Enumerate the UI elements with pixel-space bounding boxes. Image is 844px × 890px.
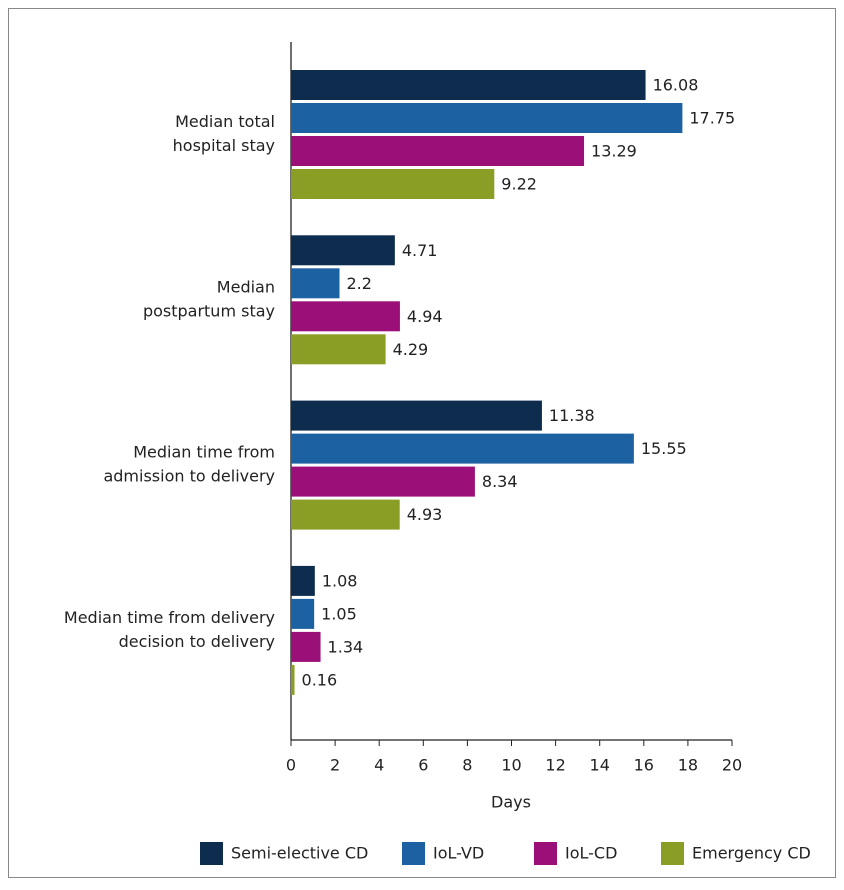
x-tick-label: 10 xyxy=(501,756,521,775)
bar xyxy=(291,103,683,133)
x-tick-label: 16 xyxy=(634,756,654,775)
bar xyxy=(291,400,542,431)
bar xyxy=(291,70,646,100)
x-tick-label: 2 xyxy=(330,756,340,775)
bar xyxy=(291,631,321,662)
bar xyxy=(291,235,395,266)
category-label: hospital stay xyxy=(173,136,275,155)
x-tick-label: 18 xyxy=(678,756,698,775)
bar xyxy=(291,433,634,464)
x-tick-label: 0 xyxy=(286,756,296,775)
bar xyxy=(291,598,315,629)
data-label: 4.71 xyxy=(402,241,438,260)
bar xyxy=(291,466,475,497)
x-tick-label: 12 xyxy=(545,756,565,775)
legend-swatch xyxy=(200,842,223,865)
legend-label: IoL-VD xyxy=(433,844,484,863)
category-label: Median xyxy=(217,277,275,296)
data-label: 2.2 xyxy=(347,274,372,293)
bar xyxy=(291,499,400,530)
legend-label: Semi-elective CD xyxy=(231,844,368,863)
bar xyxy=(291,334,386,365)
data-label: 4.29 xyxy=(393,340,429,359)
data-label: 16.08 xyxy=(653,76,699,95)
bar xyxy=(291,169,495,199)
data-label: 4.94 xyxy=(407,307,443,326)
data-label: 17.75 xyxy=(689,109,735,128)
data-label: 11.38 xyxy=(549,406,595,425)
data-label: 1.08 xyxy=(322,571,358,590)
x-axis-label: Days xyxy=(491,793,531,812)
category-label: Median time from xyxy=(133,443,275,462)
bar xyxy=(291,301,400,332)
bar xyxy=(291,268,340,299)
legend-label: Emergency CD xyxy=(692,844,811,863)
category-label: Median total xyxy=(175,112,275,131)
x-tick-label: 20 xyxy=(722,756,742,775)
bar xyxy=(291,136,585,166)
legend-swatch xyxy=(661,842,684,865)
x-tick-label: 14 xyxy=(590,756,610,775)
x-tick-label: 6 xyxy=(418,756,428,775)
category-label: Median time from delivery xyxy=(64,608,275,627)
category-label: postpartum stay xyxy=(143,301,275,320)
data-label: 1.34 xyxy=(328,637,364,656)
legend-label: IoL-CD xyxy=(565,844,617,863)
bar xyxy=(291,664,295,695)
data-label: 1.05 xyxy=(321,604,357,623)
category-label: admission to delivery xyxy=(103,467,275,486)
x-tick-label: 8 xyxy=(462,756,472,775)
bar xyxy=(291,565,315,596)
data-label: 15.55 xyxy=(641,439,687,458)
data-label: 0.16 xyxy=(302,670,338,689)
data-label: 13.29 xyxy=(591,142,637,161)
legend-swatch xyxy=(534,842,557,865)
data-label: 8.34 xyxy=(482,472,518,491)
x-tick-label: 4 xyxy=(374,756,384,775)
data-label: 4.93 xyxy=(407,505,443,524)
data-label: 9.22 xyxy=(501,175,537,194)
category-label: decision to delivery xyxy=(119,632,275,651)
legend-swatch xyxy=(402,842,425,865)
